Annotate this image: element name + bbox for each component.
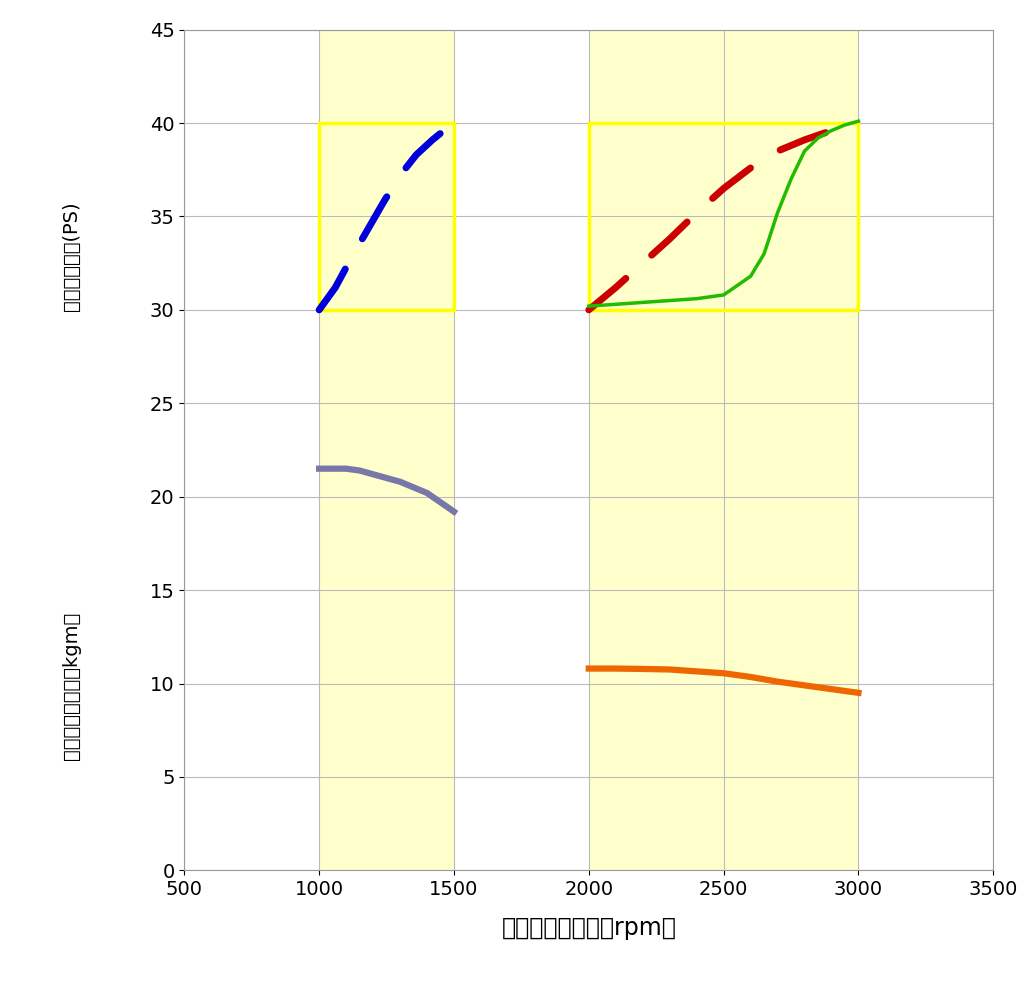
Text: エンジントルク（kgm）: エンジントルク（kgm） xyxy=(61,611,81,760)
Bar xyxy=(589,123,858,310)
Bar xyxy=(319,123,454,310)
Text: エンジン出力(PS): エンジン出力(PS) xyxy=(61,202,81,312)
Bar xyxy=(319,30,454,870)
Bar xyxy=(589,30,858,870)
X-axis label: エンジン回転数（rpm）: エンジン回転数（rpm） xyxy=(502,916,676,940)
